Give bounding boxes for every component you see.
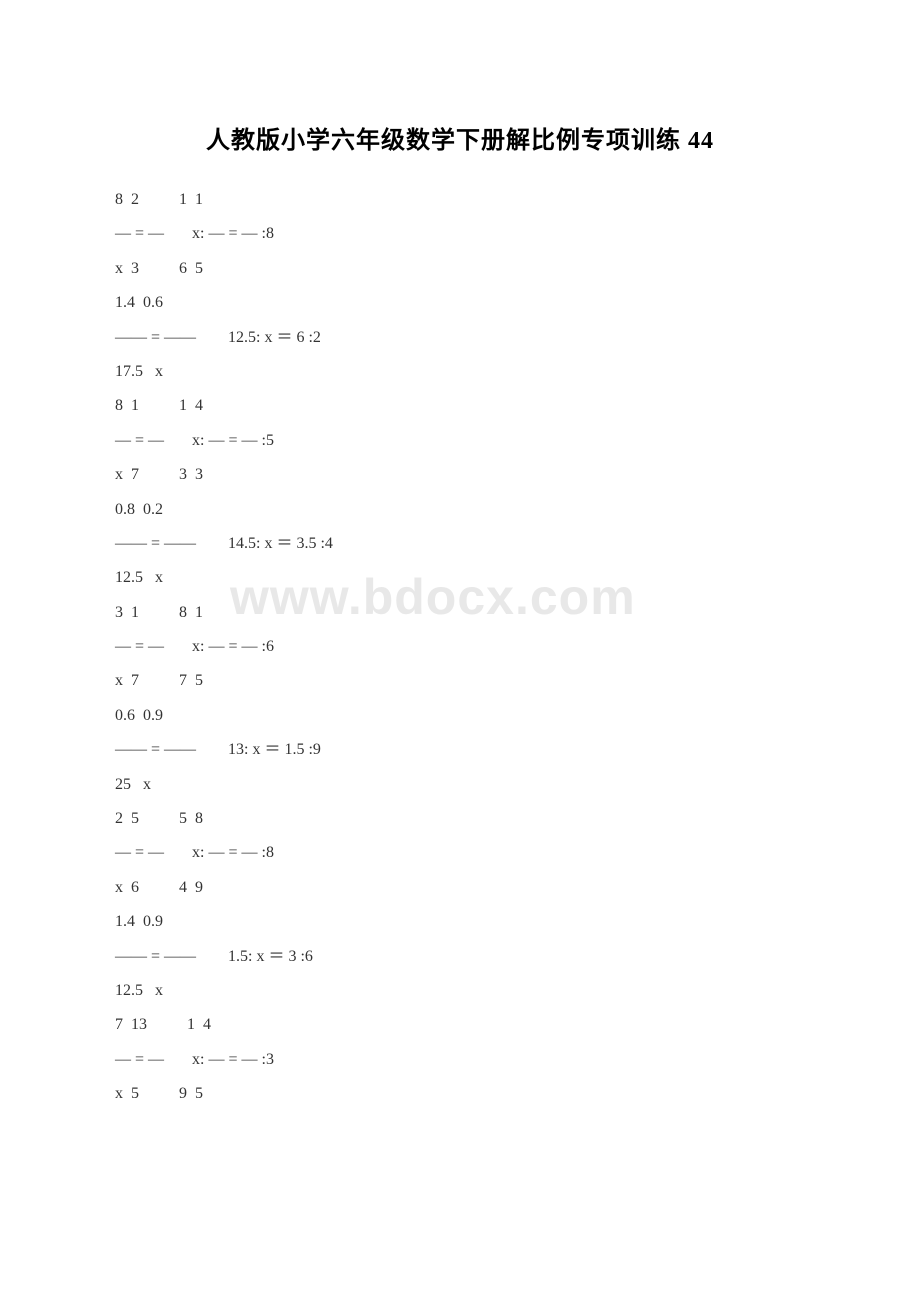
problem-line: 8 2 1 1 — [115, 183, 805, 217]
problem-line: 0.8 0.2 — [115, 493, 805, 527]
problem-line: x 3 6 5 — [115, 252, 805, 286]
problem-line: x 7 3 3 — [115, 458, 805, 492]
problem-line: 3 1 8 1 — [115, 596, 805, 630]
problem-line: —— = —— 12.5: x ＝ 6 :2 — [115, 321, 805, 355]
problem-line: — = — x: — = — :8 — [115, 836, 805, 870]
problem-line: 2 5 5 8 — [115, 802, 805, 836]
problem-line: — = — x: — = — :8 — [115, 217, 805, 251]
problem-line: 12.5 x — [115, 974, 805, 1008]
problem-line: —— = —— 14.5: x ＝ 3.5 :4 — [115, 527, 805, 561]
problem-line: 17.5 x — [115, 355, 805, 389]
problem-list: 8 2 1 1 — = — x: — = — :8 x 3 6 5 1.4 0.… — [115, 183, 805, 1112]
problem-line: 1.4 0.6 — [115, 286, 805, 320]
document-content: 人教版小学六年级数学下册解比例专项训练 44 8 2 1 1 — = — x: … — [115, 120, 805, 1112]
problem-line: 25 x — [115, 768, 805, 802]
problem-line: x 7 7 5 — [115, 664, 805, 698]
problem-line: — = — x: — = — :5 — [115, 424, 805, 458]
problem-line: 8 1 1 4 — [115, 389, 805, 423]
problem-line: x 6 4 9 — [115, 871, 805, 905]
problem-line: 12.5 x — [115, 561, 805, 595]
problem-line: — = — x: — = — :3 — [115, 1043, 805, 1077]
problem-line: — = — x: — = — :6 — [115, 630, 805, 664]
problem-line: 1.4 0.9 — [115, 905, 805, 939]
problem-line: x 5 9 5 — [115, 1077, 805, 1111]
page-title: 人教版小学六年级数学下册解比例专项训练 44 — [115, 120, 805, 155]
problem-line: 7 13 1 4 — [115, 1008, 805, 1042]
problem-line: 0.6 0.9 — [115, 699, 805, 733]
problem-line: —— = —— 1.5: x ＝ 3 :6 — [115, 940, 805, 974]
problem-line: —— = —— 13: x ＝ 1.5 :9 — [115, 733, 805, 767]
